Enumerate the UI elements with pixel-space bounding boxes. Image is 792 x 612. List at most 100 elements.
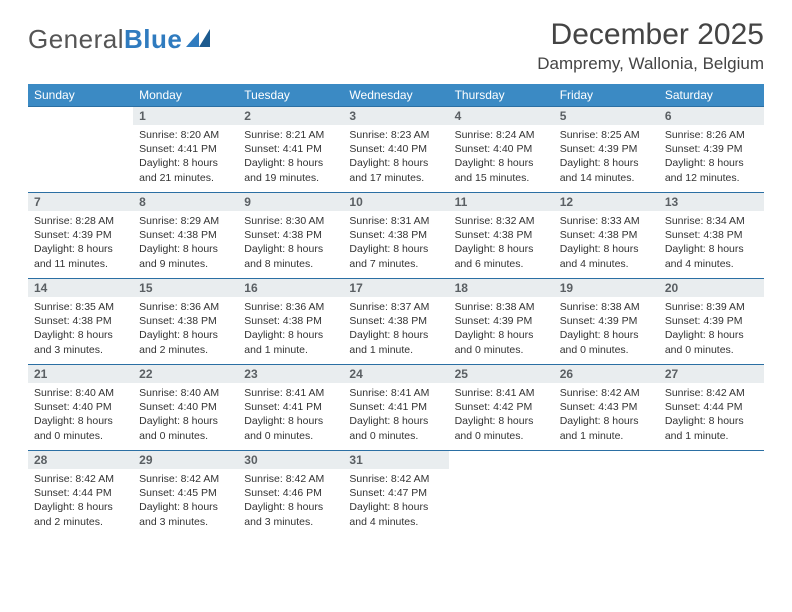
day-detail-line: Daylight: 8 hours bbox=[560, 414, 653, 428]
calendar-day-cell: 4Sunrise: 8:24 AMSunset: 4:40 PMDaylight… bbox=[449, 106, 554, 192]
calendar-day-cell: 26Sunrise: 8:42 AMSunset: 4:43 PMDayligh… bbox=[554, 364, 659, 450]
day-detail-line: and 7 minutes. bbox=[349, 257, 442, 271]
day-details: Sunrise: 8:38 AMSunset: 4:39 PMDaylight:… bbox=[554, 297, 659, 363]
day-detail-line: Sunset: 4:38 PM bbox=[349, 314, 442, 328]
day-detail-line: and 1 minute. bbox=[560, 429, 653, 443]
day-detail-line: and 0 minutes. bbox=[455, 343, 548, 357]
day-details: Sunrise: 8:23 AMSunset: 4:40 PMDaylight:… bbox=[343, 125, 448, 191]
day-detail-line: Sunset: 4:40 PM bbox=[349, 142, 442, 156]
day-details: Sunrise: 8:32 AMSunset: 4:38 PMDaylight:… bbox=[449, 211, 554, 277]
day-detail-line: and 8 minutes. bbox=[244, 257, 337, 271]
day-detail-line: and 19 minutes. bbox=[244, 171, 337, 185]
day-detail-line: Daylight: 8 hours bbox=[455, 242, 548, 256]
header: GeneralBlue December 2025 Dampremy, Wall… bbox=[28, 18, 764, 74]
day-detail-line: Daylight: 8 hours bbox=[349, 414, 442, 428]
weekday-header: Monday bbox=[133, 84, 238, 106]
weekday-header: Friday bbox=[554, 84, 659, 106]
day-detail-line: Sunrise: 8:36 AM bbox=[244, 300, 337, 314]
day-detail-line: Daylight: 8 hours bbox=[665, 156, 758, 170]
day-detail-line: Sunrise: 8:38 AM bbox=[560, 300, 653, 314]
day-details: Sunrise: 8:40 AMSunset: 4:40 PMDaylight:… bbox=[28, 383, 133, 449]
day-detail-line: Sunset: 4:38 PM bbox=[665, 228, 758, 242]
day-detail-line: Sunset: 4:38 PM bbox=[34, 314, 127, 328]
day-detail-line: Daylight: 8 hours bbox=[244, 500, 337, 514]
day-number: 8 bbox=[133, 192, 238, 211]
calendar-day-cell: 1Sunrise: 8:20 AMSunset: 4:41 PMDaylight… bbox=[133, 106, 238, 192]
day-number: 12 bbox=[554, 192, 659, 211]
calendar-week-row: 1Sunrise: 8:20 AMSunset: 4:41 PMDaylight… bbox=[28, 106, 764, 192]
day-number: 26 bbox=[554, 364, 659, 383]
day-detail-line: and 0 minutes. bbox=[139, 429, 232, 443]
day-detail-line: Sunset: 4:38 PM bbox=[560, 228, 653, 242]
day-detail-line: Sunrise: 8:42 AM bbox=[560, 386, 653, 400]
day-detail-line: Sunset: 4:40 PM bbox=[139, 400, 232, 414]
day-details: Sunrise: 8:28 AMSunset: 4:39 PMDaylight:… bbox=[28, 211, 133, 277]
brand-word-1: General bbox=[28, 24, 124, 54]
day-detail-line: and 15 minutes. bbox=[455, 171, 548, 185]
day-detail-line: Sunset: 4:45 PM bbox=[139, 486, 232, 500]
day-detail-line: Daylight: 8 hours bbox=[560, 242, 653, 256]
day-number: 9 bbox=[238, 192, 343, 211]
day-details: Sunrise: 8:42 AMSunset: 4:45 PMDaylight:… bbox=[133, 469, 238, 535]
day-number bbox=[659, 450, 764, 469]
day-detail-line: and 1 minute. bbox=[244, 343, 337, 357]
day-detail-line: Sunset: 4:47 PM bbox=[349, 486, 442, 500]
weekday-header: Thursday bbox=[449, 84, 554, 106]
day-detail-line: Daylight: 8 hours bbox=[349, 242, 442, 256]
day-detail-line: Daylight: 8 hours bbox=[349, 500, 442, 514]
day-details: Sunrise: 8:40 AMSunset: 4:40 PMDaylight:… bbox=[133, 383, 238, 449]
calendar-day-cell: 18Sunrise: 8:38 AMSunset: 4:39 PMDayligh… bbox=[449, 278, 554, 364]
day-details: Sunrise: 8:24 AMSunset: 4:40 PMDaylight:… bbox=[449, 125, 554, 191]
day-details: Sunrise: 8:41 AMSunset: 4:41 PMDaylight:… bbox=[238, 383, 343, 449]
day-details: Sunrise: 8:29 AMSunset: 4:38 PMDaylight:… bbox=[133, 211, 238, 277]
day-detail-line: and 2 minutes. bbox=[34, 515, 127, 529]
day-detail-line: and 11 minutes. bbox=[34, 257, 127, 271]
title-block: December 2025 Dampremy, Wallonia, Belgiu… bbox=[537, 18, 764, 74]
day-detail-line: Daylight: 8 hours bbox=[244, 414, 337, 428]
day-detail-line: Sunrise: 8:28 AM bbox=[34, 214, 127, 228]
day-number: 22 bbox=[133, 364, 238, 383]
calendar-day-cell: 25Sunrise: 8:41 AMSunset: 4:42 PMDayligh… bbox=[449, 364, 554, 450]
day-number: 7 bbox=[28, 192, 133, 211]
day-number: 27 bbox=[659, 364, 764, 383]
calendar-week-row: 14Sunrise: 8:35 AMSunset: 4:38 PMDayligh… bbox=[28, 278, 764, 364]
day-detail-line: Daylight: 8 hours bbox=[34, 414, 127, 428]
calendar-day-cell: 12Sunrise: 8:33 AMSunset: 4:38 PMDayligh… bbox=[554, 192, 659, 278]
calendar-day-cell: 22Sunrise: 8:40 AMSunset: 4:40 PMDayligh… bbox=[133, 364, 238, 450]
brand-mark-icon bbox=[186, 27, 212, 52]
calendar-day-cell: 19Sunrise: 8:38 AMSunset: 4:39 PMDayligh… bbox=[554, 278, 659, 364]
day-details: Sunrise: 8:38 AMSunset: 4:39 PMDaylight:… bbox=[449, 297, 554, 363]
day-detail-line: Sunrise: 8:23 AM bbox=[349, 128, 442, 142]
day-details: Sunrise: 8:26 AMSunset: 4:39 PMDaylight:… bbox=[659, 125, 764, 191]
day-number: 1 bbox=[133, 106, 238, 125]
day-detail-line: Sunrise: 8:36 AM bbox=[139, 300, 232, 314]
calendar-day-cell bbox=[659, 450, 764, 536]
location-subtitle: Dampremy, Wallonia, Belgium bbox=[537, 54, 764, 74]
calendar-day-cell: 5Sunrise: 8:25 AMSunset: 4:39 PMDaylight… bbox=[554, 106, 659, 192]
day-number: 18 bbox=[449, 278, 554, 297]
day-detail-line: Sunset: 4:41 PM bbox=[244, 142, 337, 156]
weekday-header-row: Sunday Monday Tuesday Wednesday Thursday… bbox=[28, 84, 764, 106]
day-detail-line: Daylight: 8 hours bbox=[139, 156, 232, 170]
day-number: 25 bbox=[449, 364, 554, 383]
day-detail-line: Sunrise: 8:42 AM bbox=[139, 472, 232, 486]
day-details: Sunrise: 8:37 AMSunset: 4:38 PMDaylight:… bbox=[343, 297, 448, 363]
day-details: Sunrise: 8:33 AMSunset: 4:38 PMDaylight:… bbox=[554, 211, 659, 277]
day-detail-line: Sunrise: 8:41 AM bbox=[349, 386, 442, 400]
calendar-day-cell: 27Sunrise: 8:42 AMSunset: 4:44 PMDayligh… bbox=[659, 364, 764, 450]
day-details: Sunrise: 8:42 AMSunset: 4:43 PMDaylight:… bbox=[554, 383, 659, 449]
calendar-day-cell: 6Sunrise: 8:26 AMSunset: 4:39 PMDaylight… bbox=[659, 106, 764, 192]
day-detail-line: Sunrise: 8:21 AM bbox=[244, 128, 337, 142]
day-detail-line: and 6 minutes. bbox=[455, 257, 548, 271]
calendar-day-cell: 3Sunrise: 8:23 AMSunset: 4:40 PMDaylight… bbox=[343, 106, 448, 192]
day-detail-line: and 0 minutes. bbox=[560, 343, 653, 357]
day-detail-line: Sunrise: 8:37 AM bbox=[349, 300, 442, 314]
calendar-day-cell: 29Sunrise: 8:42 AMSunset: 4:45 PMDayligh… bbox=[133, 450, 238, 536]
day-detail-line: Daylight: 8 hours bbox=[139, 242, 232, 256]
day-detail-line: and 17 minutes. bbox=[349, 171, 442, 185]
day-detail-line: Sunrise: 8:41 AM bbox=[455, 386, 548, 400]
day-detail-line: Sunset: 4:38 PM bbox=[244, 314, 337, 328]
day-detail-line: Daylight: 8 hours bbox=[455, 156, 548, 170]
day-detail-line: Daylight: 8 hours bbox=[665, 242, 758, 256]
day-detail-line: Sunrise: 8:31 AM bbox=[349, 214, 442, 228]
